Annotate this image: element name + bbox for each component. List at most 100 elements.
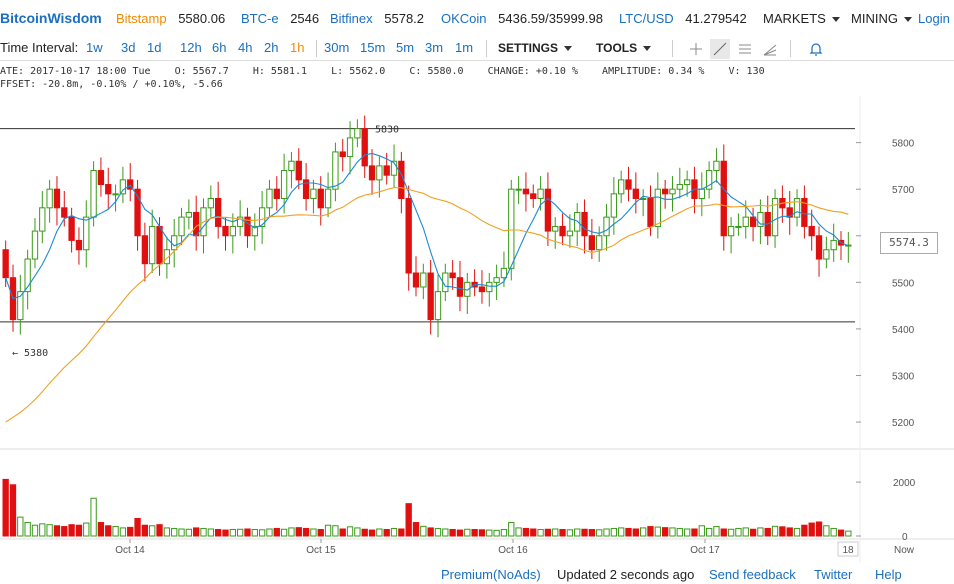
markets-menu[interactable]: MARKETS	[763, 11, 840, 26]
interval-15m[interactable]: 15m	[360, 40, 386, 55]
volume-bar	[324, 524, 332, 537]
candle	[515, 188, 522, 191]
interval-5m[interactable]: 5m	[396, 40, 415, 55]
interval-3d[interactable]: 3d	[121, 40, 136, 55]
ma-short-line	[5, 152, 849, 300]
settings-menu[interactable]: SETTINGS	[498, 41, 573, 55]
price-tick-label: 5700	[892, 185, 915, 196]
mining-menu[interactable]: MINING	[851, 11, 912, 26]
ticker-okcoin[interactable]: OKCoin 5436.59/35999.98	[441, 11, 603, 26]
ticker-btce[interactable]: BTC-e 2546	[241, 11, 320, 26]
fan-lines-icon[interactable]	[762, 41, 778, 57]
volume-bar	[105, 525, 112, 537]
current-price-tag: 5574.3	[880, 232, 938, 254]
candle	[266, 188, 273, 209]
interval-30m[interactable]: 30m	[324, 40, 350, 55]
candle	[801, 197, 808, 227]
candle	[632, 188, 640, 199]
volume-bar	[398, 528, 405, 537]
interval-12h[interactable]: 12h	[180, 40, 202, 55]
feedback-link[interactable]: Send feedback	[709, 567, 796, 582]
candle	[2, 249, 9, 279]
volume-bar	[332, 525, 339, 537]
interval-3m[interactable]: 3m	[425, 40, 444, 55]
interval-6h[interactable]: 6h	[212, 40, 227, 55]
brand-logo[interactable]: BitcoinWisdom	[0, 10, 102, 26]
interval-1w[interactable]: 1w	[86, 40, 103, 55]
volume-bar	[68, 524, 75, 537]
interval-1d[interactable]: 1d	[147, 40, 162, 55]
horizontal-lines-icon[interactable]	[737, 41, 753, 57]
chevron-down-icon	[643, 46, 652, 52]
candle	[720, 160, 727, 237]
candles	[2, 115, 852, 338]
candle	[163, 249, 171, 265]
candle	[742, 216, 749, 227]
bell-icon[interactable]	[808, 41, 824, 57]
candle	[735, 225, 742, 228]
candle	[434, 291, 442, 321]
volume-tick-label: 2000	[893, 478, 916, 489]
candle	[346, 137, 354, 158]
candle	[354, 128, 361, 139]
toolbar-border	[0, 60, 954, 61]
trendline-icon[interactable]	[710, 39, 730, 59]
volume-bar	[574, 528, 581, 537]
candle	[581, 211, 588, 237]
ticker-bitfinex[interactable]: Bitfinex 5578.2	[330, 11, 425, 26]
candle	[127, 179, 134, 190]
ticker-ltcusd[interactable]: LTC/USD 41.279542	[619, 11, 747, 26]
volume-bar	[801, 524, 808, 537]
updated-status: Updated 2 seconds ago	[557, 567, 695, 582]
volume-bar	[405, 503, 412, 537]
candle	[537, 188, 544, 199]
interval-1m[interactable]: 1m	[455, 40, 474, 55]
candle	[815, 235, 823, 260]
chevron-down-icon	[831, 17, 840, 23]
candle	[713, 160, 720, 172]
candle	[75, 239, 83, 251]
volume-bar	[786, 527, 793, 537]
price-annotation: ← 5380	[12, 348, 48, 359]
login-link[interactable]: Login	[918, 11, 950, 26]
premium-link[interactable]: Premium(NoAds)	[441, 567, 541, 582]
interval-4h[interactable]: 4h	[238, 40, 253, 55]
candle	[654, 188, 661, 227]
toolbar-divider	[486, 40, 487, 57]
volume-bar	[236, 528, 244, 537]
help-link[interactable]: Help	[875, 567, 902, 582]
candle	[302, 179, 310, 199]
candle	[258, 207, 266, 227]
volume-bar	[640, 527, 647, 537]
candle	[24, 258, 31, 293]
volume-bar	[178, 528, 185, 537]
chevron-down-icon	[903, 17, 912, 23]
candle	[427, 272, 434, 321]
volume-bar	[156, 524, 163, 537]
price-chart[interactable]: 5200530054005500560057005800020005830← 5…	[0, 96, 954, 562]
time-label: Oct 14	[115, 545, 145, 556]
volume-bar	[61, 526, 68, 537]
volume-bar	[207, 528, 214, 537]
interval-1h[interactable]: 1h	[290, 40, 305, 55]
price-tick-label: 5800	[892, 139, 915, 150]
time-label: 18	[842, 545, 854, 556]
candle	[493, 277, 500, 283]
ticker-bitstamp[interactable]: Bitstamp 5580.06	[116, 11, 226, 26]
candle	[566, 230, 574, 237]
candle	[61, 207, 68, 218]
volume-bar	[200, 527, 207, 537]
volume-bar	[764, 527, 771, 537]
volume-bar	[757, 527, 764, 537]
candle	[310, 188, 317, 199]
candle	[676, 184, 683, 190]
candle	[603, 216, 610, 237]
candle	[486, 281, 493, 293]
top-bar: BitcoinWisdom Bitstamp 5580.06 BTC-e 254…	[0, 0, 954, 36]
tools-menu[interactable]: TOOLS	[596, 41, 652, 55]
toolbar-divider	[316, 40, 317, 57]
toolbar-divider	[672, 40, 673, 57]
twitter-link[interactable]: Twitter	[814, 567, 853, 582]
interval-2h[interactable]: 2h	[264, 40, 279, 55]
crosshair-icon[interactable]	[688, 41, 704, 57]
